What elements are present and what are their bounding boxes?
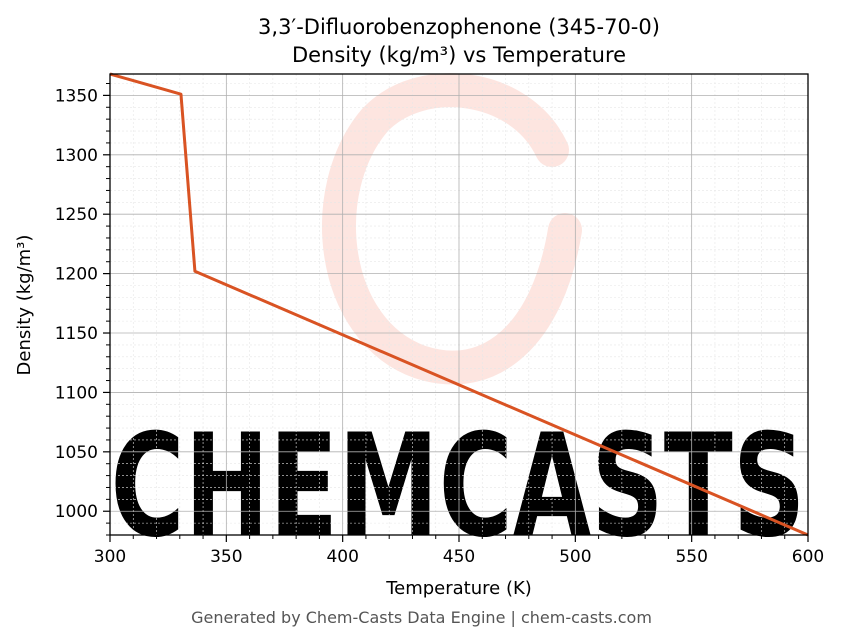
y-tick-label: 1250 [55,205,98,225]
x-tick-label: 450 [443,547,475,567]
chemcasts-watermark: CHEMCASTS [111,73,806,569]
series-layer [109,72,809,537]
x-tick-label: 550 [675,547,707,567]
y-tick-label: 1200 [55,265,98,285]
chart-subtitle: Density (kg/m³) vs Temperature [292,43,626,67]
x-tick-label: 600 [792,547,824,567]
y-axis-label: Density (kg/m³) [14,235,35,376]
y-axis: 1000 1050 1100 1150 1200 1250 1300 1350 [55,83,110,536]
y-tick-label: 1050 [55,443,98,463]
chart-title: 3,3′-Difluorobenzophenone (345-70-0) [258,15,660,39]
x-axis-label: Temperature (K) [385,578,532,599]
x-axis: 300 350 400 450 500 550 600 [94,535,824,567]
x-tick-label: 300 [94,547,126,567]
x-tick-label: 350 [210,547,242,567]
x-tick-label: 500 [559,547,591,567]
y-tick-label: 1000 [55,502,98,522]
watermark-text: CHEMCASTS [111,404,806,569]
x-tick-label: 400 [326,547,358,567]
y-tick-label: 1350 [55,86,98,106]
y-tick-label: 1100 [55,383,98,403]
y-tick-label: 1150 [55,324,98,344]
y-tick-label: 1300 [55,146,98,166]
watermark-logo-icon [322,73,582,385]
density-series-line [109,72,809,537]
footer-credit: Generated by Chem-Casts Data Engine | ch… [191,608,652,627]
major-grid [109,74,809,535]
